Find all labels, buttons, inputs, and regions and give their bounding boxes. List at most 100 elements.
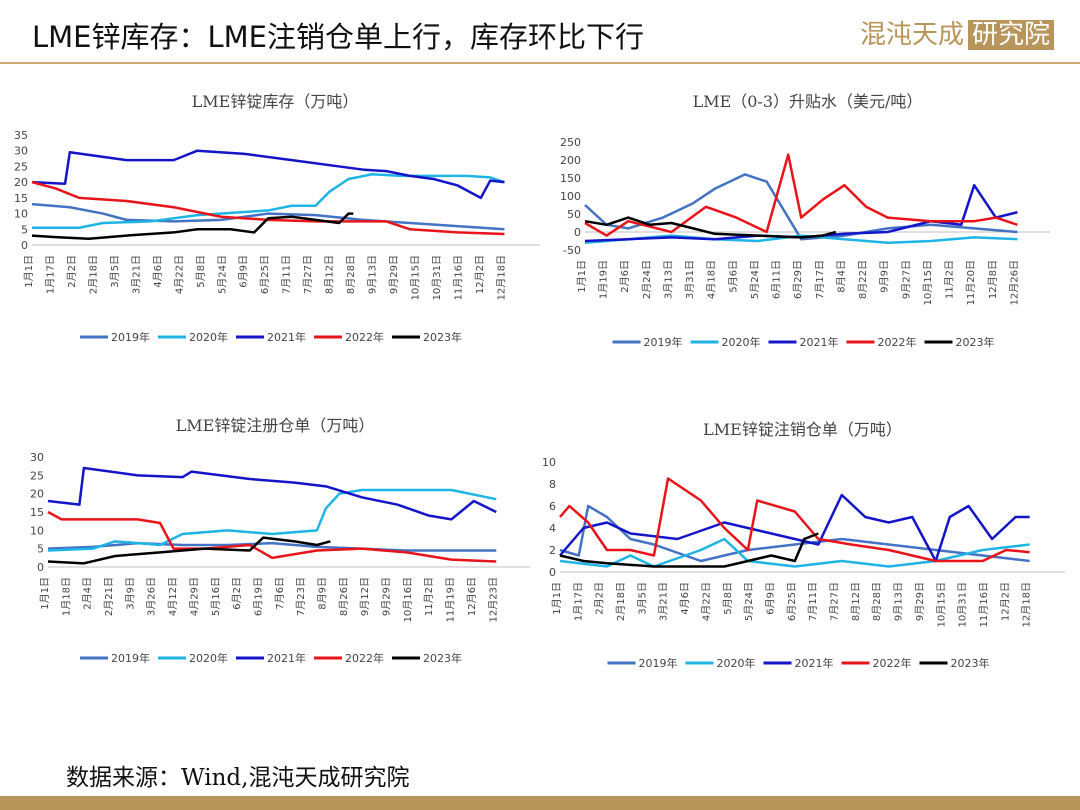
x-tick-label: 1月1日 [551,582,563,615]
x-tick-label: 6月25日 [259,255,271,294]
x-tick-label: 2月21日 [103,577,115,616]
x-tick-label: 3月21日 [130,255,142,294]
chart-registered: LME锌锭注册仓单（万吨） 0 5 10 15 20 25 30 1月1日 1月18日 2月4日 2月… [30,416,530,665]
legend-label: 2022年 [873,656,912,670]
x-tick-label: 10月15日 [922,260,934,305]
x-tick-label: 3月5日 [109,255,121,288]
x-tick-label: 8月28日 [871,582,883,621]
y-tick-label: 0 [37,561,44,574]
legend-label: 2020年 [189,651,228,665]
chart-panel-registered: LME锌锭注册仓单（万吨） 0 5 10 15 20 25 30 1月1日 1月18日 2月4日 2月… [10,405,540,670]
legend-label: 2019年 [639,656,678,670]
series-line-2021 [584,183,1018,243]
x-tick-label: 6月9日 [764,582,776,615]
legend-label: 2020年 [722,335,761,349]
x-tick-label: 3月13日 [662,260,674,299]
x-tick-label: 3月26日 [146,577,158,616]
x-tick-label: 7月17日 [814,260,826,299]
series-line-2019 [47,541,497,552]
legend-label: 2019年 [644,335,683,349]
x-tick-label: 5月24日 [749,260,761,299]
x-tick-label: 7月27日 [302,255,314,294]
x-tick-label: 5月8日 [195,255,207,288]
y-tick-label: 8 [549,478,556,491]
x-tick-label: 9月13日 [893,582,905,621]
x-tick-label: 5月24日 [216,255,228,294]
x-tick-label: 10月31日 [957,582,969,627]
x-tick-label: 2月6日 [619,260,631,293]
y-tick-label: 25 [14,160,28,173]
x-tick-label: 3月5日 [636,582,648,615]
x-tick-label: 5月24日 [743,582,755,621]
chart-cancelled: LME锌锭注销仓单（万吨） 0 2 4 6 8 10 1月1日 1月17日 2月2日 2月18日 3月… [542,420,1065,670]
legend-label: 2023年 [951,656,990,670]
series-line-2022 [559,477,1030,563]
x-tick-label: 6月2日 [231,577,243,610]
x-tick-label: 12月18日 [495,255,507,300]
x-tick-label: 12月6日 [466,577,478,616]
legend-label: 2022年 [878,335,917,349]
series-line-2019 [584,173,1018,241]
legend-label: 2022年 [345,330,384,344]
x-tick-label: 9月29日 [388,255,400,294]
y-tick-label: 250 [560,136,581,149]
series-line-2021 [31,149,505,200]
chart-title: LME锌锭注册仓单（万吨） [176,416,375,435]
x-tick-label: 8月4日 [835,260,847,293]
y-tick-label: 200 [560,154,581,167]
x-tick-label: 1月1日 [39,577,51,610]
chart-inventory: LME锌锭库存（万吨） 0 5 10 15 20 25 30 35 1月1日 1月17日 2月2日 2月… [14,92,540,344]
x-tick-label: 5月16日 [210,577,222,616]
legend-label: 2023年 [956,335,995,349]
x-tick-label: 1月17日 [572,582,584,621]
x-tick-label: 4月6日 [152,255,164,288]
x-tick-label: 12月2日 [474,255,486,294]
x-tick-label: 5月8日 [722,582,734,615]
x-tick-label: 9月13日 [367,255,379,294]
x-tick-label: 11月20日 [965,260,977,305]
x-tick-label: 12月8日 [987,260,999,299]
chart-spread: LME（0-3）升贴水（美元/吨） -50 0 50 100 150 200 250 1月1日 1… [560,92,1050,349]
x-tick-label: 2月2日 [66,255,78,288]
y-tick-label: 30 [14,145,28,158]
series-line-2019 [31,202,505,231]
brand-text: 混沌天成 [859,20,964,50]
series-line-2022 [584,153,1018,237]
x-tick-label: 11月16日 [452,255,464,300]
x-tick-label: 10月15日 [935,582,947,627]
x-tick-label: 8月12日 [850,582,862,621]
x-tick-label: 9月12日 [359,577,371,616]
series-line-2023 [31,212,354,240]
y-tick-label: 0 [21,239,28,252]
legend-label: 2019年 [111,651,150,665]
x-tick-label: 11月2日 [944,260,956,299]
series-line-2023 [584,216,837,239]
x-tick-label: 5月6日 [727,260,739,293]
x-tick-label: 6月19日 [252,577,264,616]
series-line-2023 [47,536,331,565]
series-line-2022 [47,510,497,563]
x-tick-label: 1月1日 [23,255,35,288]
y-tick-label: 5 [21,223,28,236]
legend-label: 2021年 [267,330,306,344]
x-tick-label: 9月9日 [879,260,891,293]
legend-label: 2021年 [267,651,306,665]
x-tick-label: 6月29日 [792,260,804,299]
x-tick-label: 8月26日 [338,577,350,616]
x-tick-label: 1月1日 [576,260,588,293]
y-tick-label: 10 [30,524,44,537]
chart-panel-cancelled: LME锌锭注销仓单（万吨） 0 2 4 6 8 10 1月1日 1月17日 2月2日 2月18日 3月… [530,410,1075,680]
legend-label: 2020年 [717,656,756,670]
x-tick-label: 9月27日 [900,260,912,299]
series-line-2023 [559,532,819,568]
legend-label: 2023年 [423,330,462,344]
x-tick-label: 12月2日 [999,582,1011,621]
x-tick-label: 6月11日 [771,260,783,299]
chart-panel-spread: LME（0-3）升贴水（美元/吨） -50 0 50 100 150 200 250 1月1日 1… [545,85,1070,355]
legend-label: 2020年 [189,330,228,344]
data-source: 数据来源：Wind,混沌天成研究院 [66,765,410,791]
series-line-2021 [559,493,1030,563]
header-divider [0,62,1080,64]
x-tick-label: 7月27日 [829,582,841,621]
x-tick-label: 2月18日 [615,582,627,621]
